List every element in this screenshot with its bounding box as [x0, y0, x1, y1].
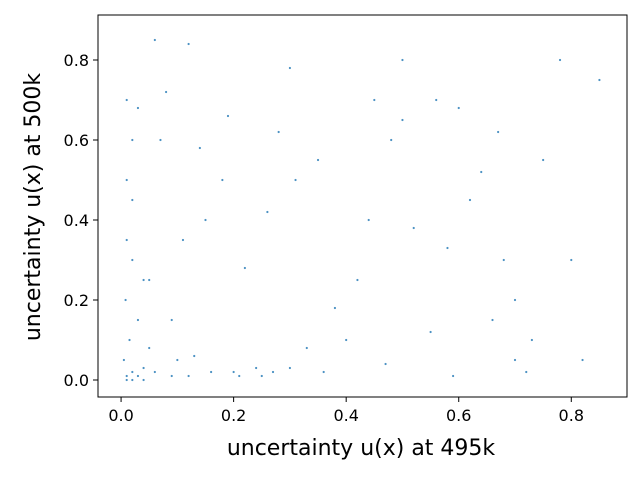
point [457, 106, 460, 110]
point [142, 366, 145, 370]
point [125, 178, 128, 182]
point [316, 158, 320, 162]
point [226, 114, 230, 118]
y-axis-label: uncertainty u(x) at 500k [21, 73, 46, 342]
point [210, 370, 213, 374]
point [373, 98, 376, 102]
point [170, 374, 173, 378]
point [513, 358, 517, 362]
point [187, 374, 190, 378]
point [193, 354, 196, 358]
point [491, 318, 494, 322]
point [125, 238, 128, 242]
point [142, 278, 145, 282]
point [401, 58, 404, 62]
point [122, 358, 125, 362]
point [243, 266, 246, 270]
point [255, 366, 258, 370]
point [542, 158, 545, 162]
point [238, 374, 241, 378]
point [131, 378, 134, 382]
point [148, 278, 151, 282]
y-tick-label: 0.0 [64, 371, 89, 390]
point [142, 378, 145, 382]
point [322, 370, 325, 374]
point [480, 170, 483, 174]
point [345, 338, 348, 342]
point [170, 318, 173, 322]
point [266, 210, 269, 214]
point [570, 258, 573, 262]
point [288, 366, 292, 370]
point [435, 98, 438, 102]
point [277, 130, 280, 134]
point [176, 358, 179, 362]
point [497, 130, 500, 134]
point [153, 38, 156, 42]
point [128, 338, 131, 342]
x-tick-label: 0.8 [559, 406, 584, 425]
point [390, 138, 393, 142]
point [513, 298, 517, 302]
point [288, 66, 292, 70]
point [271, 370, 275, 374]
point [333, 306, 337, 310]
point [124, 298, 127, 302]
point [468, 198, 472, 202]
y-tick-label: 0.8 [64, 51, 89, 70]
point [294, 178, 297, 182]
point [125, 98, 128, 102]
point [148, 346, 151, 350]
point [356, 278, 359, 282]
x-tick-label: 0.4 [333, 406, 358, 425]
point [305, 346, 308, 350]
point [131, 138, 134, 142]
point [401, 118, 404, 122]
point [125, 374, 128, 378]
point [260, 374, 263, 378]
point [429, 330, 432, 334]
point [452, 374, 455, 378]
point [136, 374, 140, 378]
point [136, 106, 140, 110]
point [164, 90, 168, 94]
point [136, 318, 140, 322]
x-tick-label: 0.0 [108, 406, 133, 425]
point [581, 358, 584, 362]
point [598, 78, 601, 82]
point [232, 370, 235, 374]
y-tick-label: 0.6 [64, 131, 89, 150]
y-tick-label: 0.4 [64, 211, 89, 230]
point [446, 246, 449, 250]
x-tick-label: 0.6 [446, 406, 471, 425]
point [530, 338, 533, 342]
point [367, 218, 370, 222]
point [159, 138, 162, 142]
point [125, 378, 128, 382]
point [131, 258, 134, 262]
plot-frame [97, 14, 628, 398]
point [131, 198, 134, 202]
point [198, 146, 201, 150]
x-tick-label: 0.2 [221, 406, 246, 425]
y-tick-label: 0.2 [64, 291, 89, 310]
point [204, 218, 207, 222]
point [221, 178, 224, 182]
point [187, 42, 190, 46]
point [153, 370, 156, 374]
point [181, 238, 185, 242]
point [525, 370, 528, 374]
point [502, 258, 505, 262]
point [558, 58, 562, 62]
x-axis-label: uncertainty u(x) at 495k [227, 436, 496, 461]
point [131, 370, 134, 374]
point [412, 226, 415, 230]
point [384, 362, 387, 366]
